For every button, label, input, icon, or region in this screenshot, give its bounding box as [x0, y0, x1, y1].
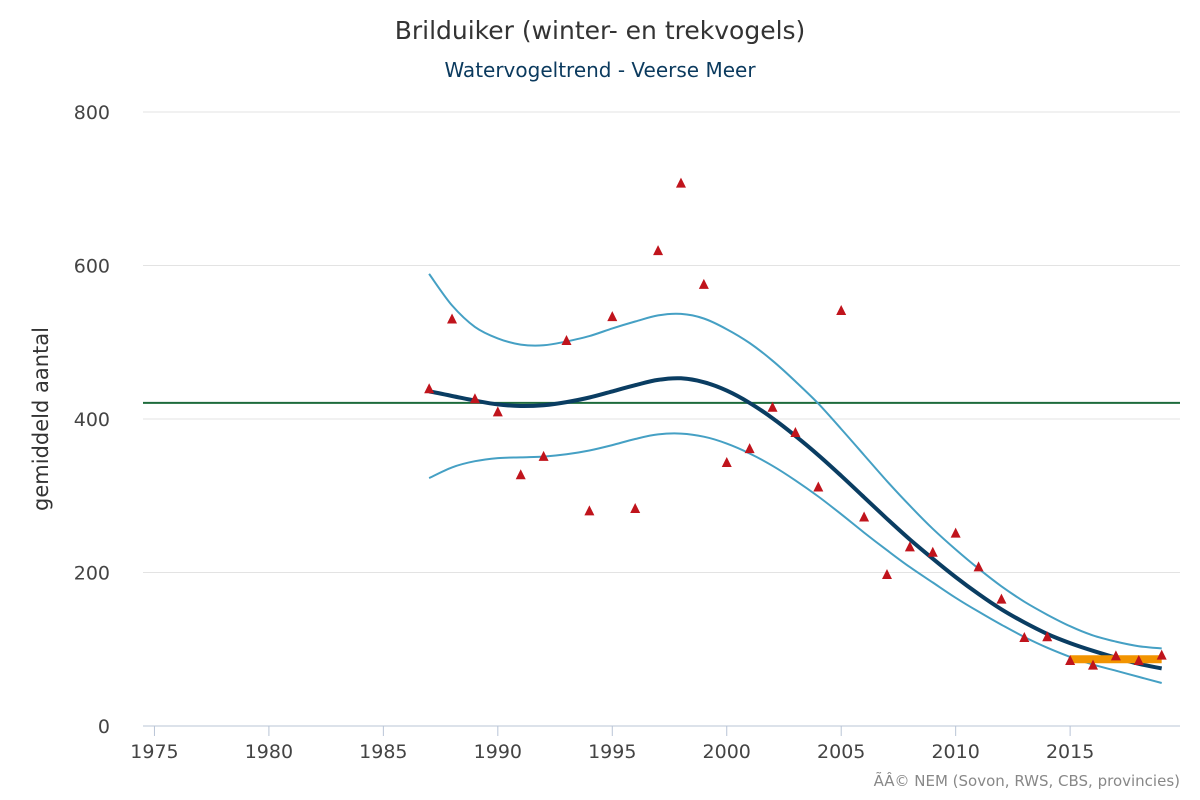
- observation-point: [1110, 650, 1121, 661]
- credit-text[interactable]: ÃÂ© NEM (Sovon, RWS, CBS, provincies): [873, 772, 1180, 790]
- observation-point: [561, 334, 572, 345]
- trend-line: [428, 376, 1163, 671]
- observation-point: [973, 561, 984, 572]
- observation-point: [950, 527, 961, 538]
- axes: 0 200 400 600 800 1975 1980 1985 1990 1995 2000 200…: [74, 102, 1180, 763]
- observation-point: [515, 469, 526, 480]
- y-tick-label: 0: [98, 716, 110, 738]
- trend-line-group: [428, 376, 1163, 671]
- observation-point: [447, 313, 458, 324]
- y-axis-label: gemiddeld aantal: [29, 327, 53, 511]
- observation-point: [881, 569, 892, 580]
- observation-point: [836, 305, 847, 316]
- upper-bound-line: [428, 273, 1162, 650]
- x-tick-label: 1995: [588, 741, 636, 763]
- x-tick-label: 1975: [130, 741, 178, 763]
- observation-point: [630, 503, 641, 514]
- observation-point: [1133, 654, 1144, 665]
- observation-point: [424, 383, 435, 394]
- confidence-bounds: [428, 273, 1162, 684]
- grid-lines: [143, 111, 1180, 573]
- observation-point: [584, 505, 595, 516]
- observation-point: [607, 311, 618, 322]
- observation-point: [1019, 631, 1030, 642]
- x-tick-label: 1985: [359, 741, 407, 763]
- observation-point: [675, 177, 686, 188]
- observation-points: [424, 177, 1167, 670]
- observation-point: [767, 401, 778, 412]
- observation-point: [721, 456, 732, 467]
- observation-point: [790, 427, 801, 438]
- observation-point: [904, 541, 915, 552]
- observation-point: [744, 443, 755, 454]
- y-tick-label: 200: [74, 563, 110, 585]
- y-tick-label: 800: [74, 102, 110, 124]
- x-tick-label: 2015: [1046, 741, 1094, 763]
- observation-point: [813, 481, 824, 492]
- y-tick-label: 400: [74, 409, 110, 431]
- observation-point: [859, 511, 870, 522]
- observation-point: [492, 406, 503, 417]
- x-tick-label: 1990: [474, 741, 522, 763]
- observation-point: [538, 450, 549, 461]
- observation-point: [1156, 649, 1167, 660]
- observation-point: [1042, 631, 1053, 642]
- observation-point: [698, 278, 709, 289]
- x-tick-label: 2000: [703, 741, 751, 763]
- observation-point: [653, 245, 664, 256]
- observation-point: [469, 393, 480, 404]
- observation-point: [927, 546, 938, 557]
- chart-subtitle: Watervogeltrend - Veerse Meer: [444, 58, 756, 82]
- x-tick-label: 2010: [931, 741, 979, 763]
- y-tick-label: 600: [74, 256, 110, 278]
- lower-bound-line: [428, 432, 1162, 684]
- observation-point: [996, 593, 1007, 604]
- chart-title: Brilduiker (winter- en trekvogels): [394, 16, 806, 45]
- observation-point: [1065, 654, 1076, 665]
- x-tick-label: 1980: [245, 741, 293, 763]
- observation-point: [1088, 659, 1099, 670]
- x-tick-label: 2005: [817, 741, 865, 763]
